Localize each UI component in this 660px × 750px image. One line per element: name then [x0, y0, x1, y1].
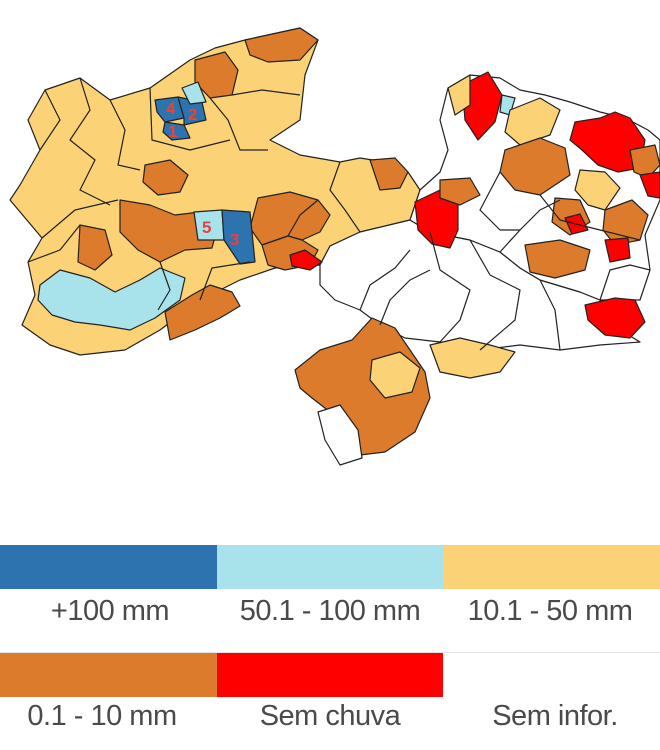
legend-label-0-10: 0.1 - 10 mm: [27, 700, 177, 732]
map-label-3: 3: [230, 230, 239, 249]
municipality-borders: [27, 77, 651, 351]
legend-label-10-50: 10.1 - 50 mm: [467, 595, 633, 627]
legend-swatch-no-info: [443, 653, 660, 697]
legend-label-over-100: +100 mm: [50, 595, 170, 627]
legend-swatch-10-50: [443, 545, 660, 589]
legend-swatch-50-100: [217, 545, 443, 589]
map-label-5: 5: [202, 218, 211, 237]
region-lightblue-west: [37, 267, 186, 331]
map-label-1: 1: [168, 122, 177, 141]
region-south-orange: [294, 317, 431, 456]
map-label-2: 2: [188, 105, 197, 124]
region-orange-east-5: [524, 239, 591, 279]
legend-divider: [0, 652, 660, 653]
region-orange-n: [244, 27, 319, 63]
region-orange-east-edge: [369, 157, 409, 191]
region-orange-center-east: [439, 177, 481, 206]
region-blue-4: [154, 96, 185, 123]
region-orange-east-2: [629, 144, 660, 179]
region-red-center: [289, 249, 323, 271]
region-orange-sw: [164, 284, 241, 341]
region-lightblue-n: [181, 81, 207, 105]
legend-label-no-rain: Sem chuva: [259, 700, 401, 732]
region-red-east-2: [639, 171, 660, 199]
region-south-yellow: [369, 351, 421, 399]
legend: +100 mm 50.1 - 100 mm 10.1 - 50 mm 0.1 -…: [0, 545, 660, 750]
region-orange-center-1: [119, 199, 219, 263]
region-yellow-ne-2: [504, 97, 561, 146]
region-red-se: [584, 297, 646, 339]
legend-label-50-100: 50.1 - 100 mm: [239, 595, 421, 627]
region-red-ne-1: [461, 71, 503, 141]
map-label-4: 4: [166, 99, 176, 118]
region-red-east-4: [604, 237, 631, 263]
region-orange-mid-n: [142, 159, 189, 196]
legend-label-no-info: Sem infor.: [492, 700, 618, 732]
rainfall-municipality-map: 4 2 1 5 3: [9, 27, 660, 466]
legend-swatch-0-10: [0, 653, 217, 697]
region-orange-west-edge: [77, 224, 113, 271]
legend-swatch-no-rain: [217, 653, 443, 697]
region-yellow-ne: [447, 74, 471, 116]
region-south-white: [317, 404, 363, 466]
region-orange-center-2: [249, 191, 331, 246]
legend-swatch-over-100: [0, 545, 217, 589]
region-blue-1: [162, 121, 191, 141]
region-south-yellow-2: [429, 337, 516, 379]
region-orange-east-1: [499, 137, 571, 196]
